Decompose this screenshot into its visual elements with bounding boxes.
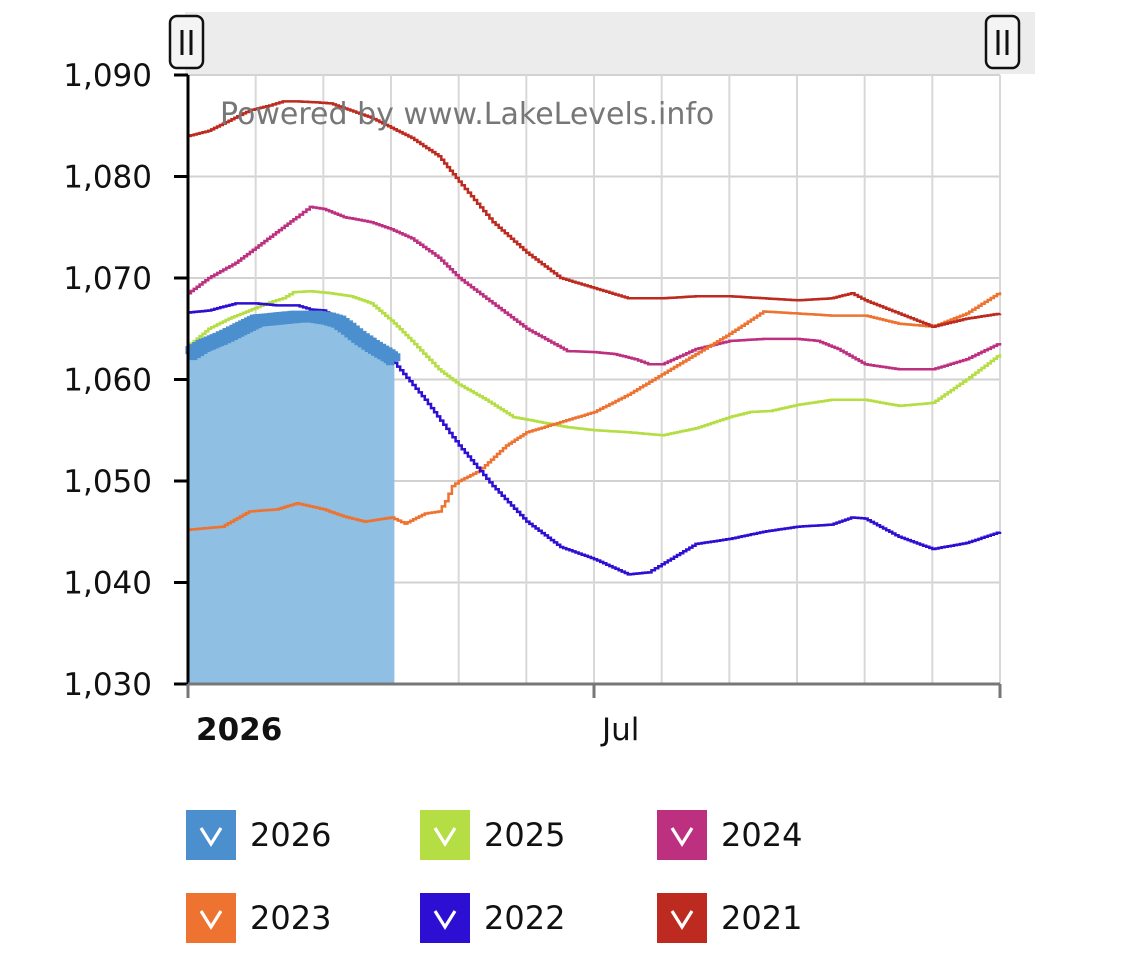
series-2024-line [188,205,1002,371]
legend-label: 2023 [250,899,332,937]
y-tick-label: 1,050 [63,464,152,500]
x-axis-tick-labels: 2026 Jul [196,712,639,748]
legend-label: 2024 [721,816,803,854]
checkmark-icon[interactable] [186,893,236,943]
y-tick-label: 1,090 [63,58,152,94]
y-tick-label: 1,070 [63,261,152,297]
navigator-right-handle[interactable] [984,14,1021,70]
checkmark-icon[interactable] [657,893,707,943]
legend-item-2025[interactable]: 2025 [420,810,565,860]
y-axis-tick-labels: 1,030 1,040 1,050 1,060 1,070 1,080 1,090 [63,58,152,703]
legend-item-2021[interactable]: 2021 [657,893,802,943]
axes [174,73,1002,698]
series-2023-line [188,292,1002,531]
y-tick-label: 1,080 [63,160,152,196]
series-2026-line [185,310,401,366]
series-2026-area [188,316,395,684]
series-2025-line [188,289,1002,437]
navigator-left-handle[interactable] [168,14,205,70]
legend-label: 2026 [250,816,332,854]
range-navigator[interactable] [168,12,1035,74]
legend-item-2023[interactable]: 2023 [186,893,331,943]
y-tick-label: 1,060 [63,363,152,399]
y-tick-label: 1,040 [63,566,152,602]
legend-label: 2021 [721,899,803,937]
checkmark-icon[interactable] [186,810,236,860]
legend-item-2024[interactable]: 2024 [657,810,802,860]
x-tick-label: Jul [600,712,639,748]
y-tick-label: 1,030 [63,667,152,703]
series-2021-line [188,100,1002,328]
legend-item-2022[interactable]: 2022 [420,893,565,943]
watermark: Powered by www.LakeLevels.info [220,97,714,132]
legend-item-2026[interactable]: 2026 [186,810,331,860]
navigator-track[interactable] [185,12,1035,74]
series-layer [185,100,1002,684]
checkmark-icon[interactable] [420,893,470,943]
legend-label: 2025 [484,816,566,854]
checkmark-icon[interactable] [657,810,707,860]
x-tick-label: 2026 [196,712,282,748]
checkmark-icon[interactable] [420,810,470,860]
legend-label: 2022 [484,899,566,937]
